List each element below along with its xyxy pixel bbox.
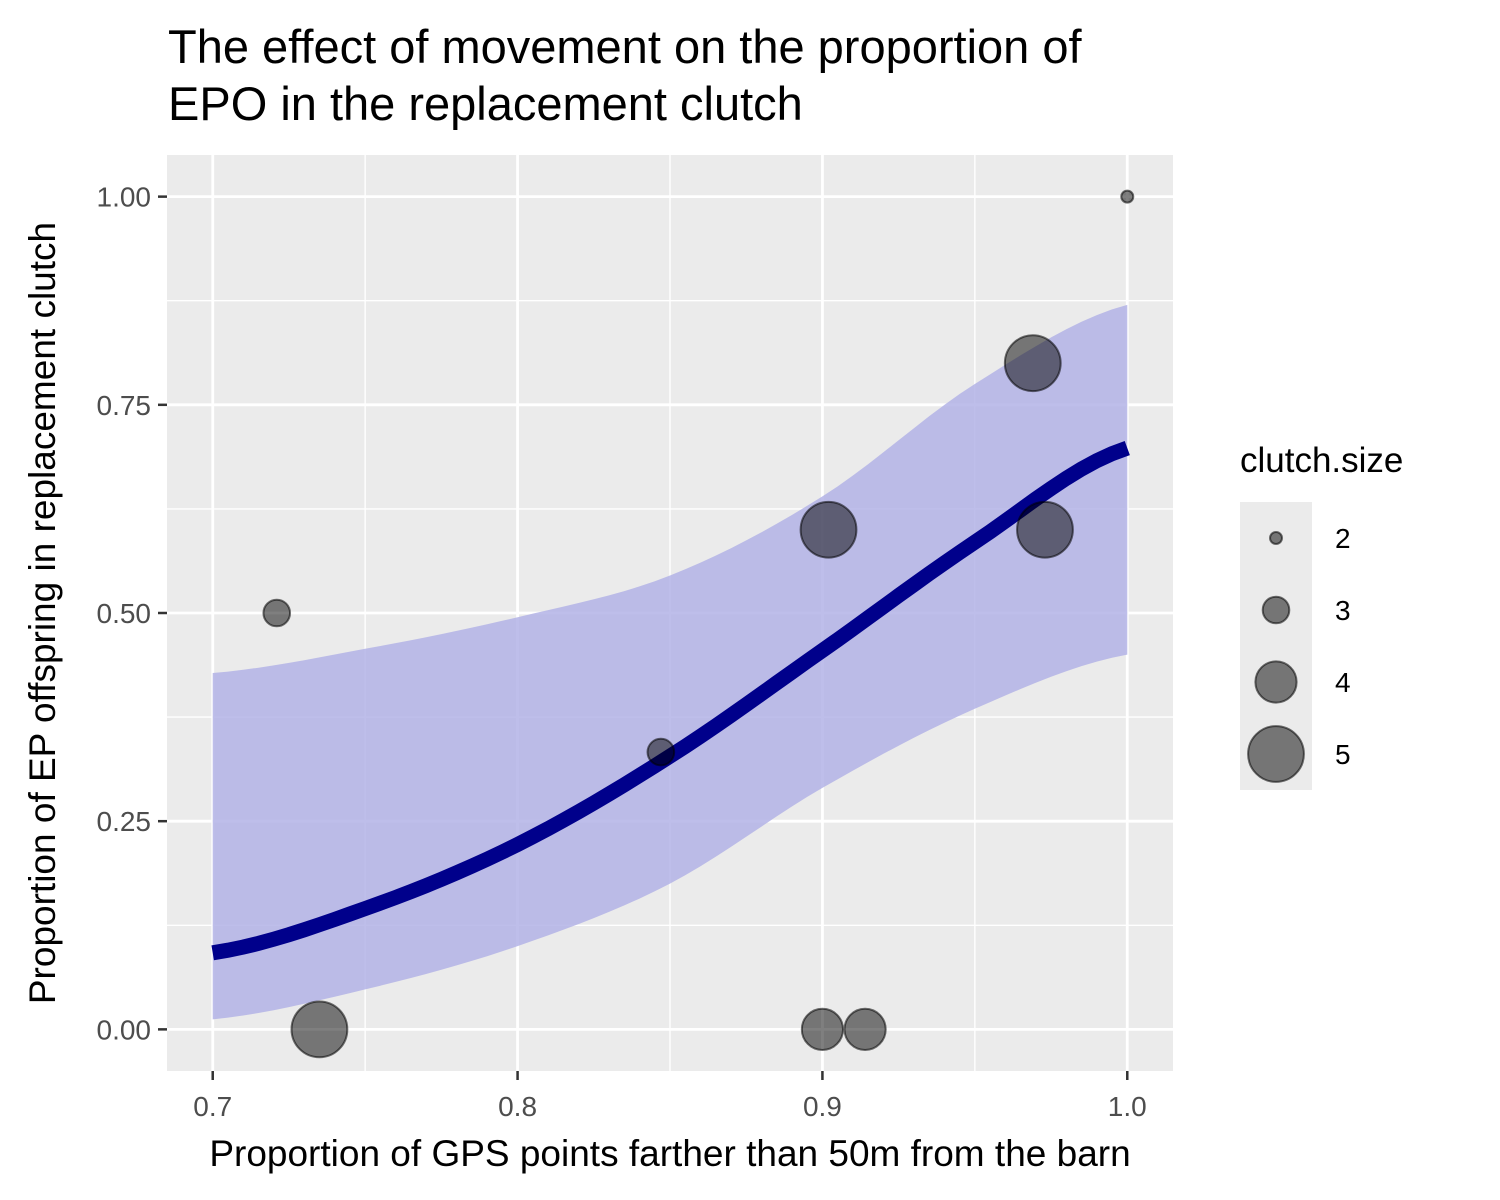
y-tick-label: 0.75	[97, 390, 152, 421]
y-tick-label: 0.50	[97, 598, 152, 629]
x-axis-title: Proportion of GPS points farther than 50…	[209, 1133, 1130, 1174]
legend-items: 2 3 4 5	[1247, 523, 1351, 783]
y-tick-label: 0.25	[97, 806, 152, 837]
y-tick-label: 1.00	[97, 182, 152, 213]
y-axis-title: Proportion of EP offspring in replacemen…	[22, 222, 63, 1004]
x-tick-label: 0.7	[193, 1091, 232, 1122]
y-axis: 0.00 0.25 0.50 0.75 1.00	[97, 182, 167, 1045]
legend-label: 5	[1335, 739, 1351, 770]
x-tick-label: 0.9	[803, 1091, 842, 1122]
data-point	[290, 1000, 349, 1059]
confidence-band-layer	[212, 304, 1128, 1020]
data-point	[799, 500, 858, 559]
x-axis: 0.7 0.8 0.9 1.0	[193, 1071, 1147, 1122]
legend-key-circle	[1261, 595, 1291, 625]
legend-key-circle	[1269, 531, 1283, 545]
data-point	[1016, 500, 1074, 559]
x-tick-label: 0.8	[498, 1091, 537, 1122]
data-point	[800, 1007, 845, 1051]
y-tick-label: 0.00	[97, 1014, 152, 1045]
data-point	[1003, 334, 1062, 393]
legend-key-circle	[1247, 725, 1305, 783]
data-point	[262, 598, 292, 628]
legend-label: 3	[1335, 595, 1351, 626]
x-tick-label: 1.0	[1108, 1091, 1147, 1122]
legend-key-circle	[1254, 660, 1298, 704]
points-layer	[262, 189, 1135, 1059]
confidence-band	[212, 304, 1128, 1020]
data-point	[646, 737, 676, 767]
legend-label: 4	[1335, 667, 1351, 698]
legend-label: 2	[1335, 523, 1351, 554]
chart-title-line-1: The effect of movement on the proportion…	[168, 20, 1083, 73]
legend-title: clutch.size	[1240, 441, 1403, 480]
data-point	[843, 1007, 887, 1051]
legend: clutch.size 2 3 4 5	[1240, 441, 1403, 790]
chart-title-line-2: EPO in the replacement clutch	[168, 77, 803, 130]
chart-title: The effect of movement on the proportion…	[168, 20, 1083, 130]
data-point	[1120, 189, 1135, 204]
